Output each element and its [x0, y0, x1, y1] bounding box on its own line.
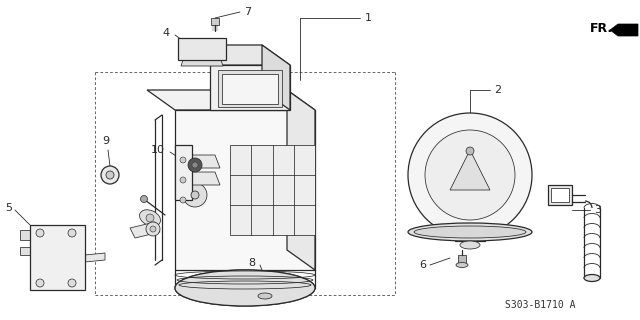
Circle shape	[183, 183, 207, 207]
Circle shape	[180, 157, 186, 163]
Circle shape	[191, 191, 199, 199]
Ellipse shape	[175, 270, 315, 306]
Polygon shape	[130, 222, 160, 238]
Polygon shape	[20, 247, 30, 255]
Polygon shape	[259, 273, 271, 278]
Circle shape	[36, 279, 44, 287]
Circle shape	[36, 229, 44, 237]
Circle shape	[466, 147, 474, 155]
Circle shape	[101, 166, 119, 184]
Polygon shape	[20, 230, 30, 240]
Polygon shape	[548, 185, 572, 205]
Polygon shape	[211, 18, 219, 25]
Text: 4: 4	[163, 28, 170, 38]
Circle shape	[146, 222, 160, 236]
Circle shape	[150, 226, 156, 232]
Polygon shape	[551, 188, 569, 202]
Ellipse shape	[408, 223, 532, 241]
Text: 2: 2	[494, 85, 501, 95]
Polygon shape	[181, 60, 223, 66]
Ellipse shape	[414, 226, 526, 238]
Text: 1: 1	[365, 13, 372, 23]
Ellipse shape	[175, 270, 315, 306]
Circle shape	[408, 113, 532, 237]
Ellipse shape	[584, 275, 600, 282]
Text: 3: 3	[594, 205, 601, 215]
Ellipse shape	[456, 262, 468, 268]
Polygon shape	[218, 70, 282, 107]
Text: 7: 7	[244, 7, 251, 17]
Text: 10: 10	[151, 145, 165, 155]
Circle shape	[425, 130, 515, 220]
Text: 9: 9	[102, 136, 109, 146]
Polygon shape	[610, 24, 638, 36]
Polygon shape	[260, 285, 270, 293]
Circle shape	[141, 196, 147, 203]
Circle shape	[192, 162, 198, 168]
Ellipse shape	[460, 241, 480, 249]
Circle shape	[68, 279, 76, 287]
Polygon shape	[287, 90, 315, 270]
Circle shape	[180, 177, 186, 183]
Polygon shape	[178, 38, 226, 60]
Polygon shape	[458, 255, 466, 263]
Text: S303-B1710 A: S303-B1710 A	[505, 300, 575, 310]
Polygon shape	[450, 150, 490, 190]
Circle shape	[188, 158, 202, 172]
Polygon shape	[210, 65, 290, 110]
Polygon shape	[185, 155, 220, 168]
Circle shape	[180, 197, 186, 203]
Ellipse shape	[258, 293, 272, 299]
Polygon shape	[262, 45, 290, 110]
Circle shape	[68, 229, 76, 237]
Polygon shape	[230, 145, 315, 235]
Polygon shape	[175, 145, 192, 200]
Text: 5: 5	[5, 203, 12, 213]
Polygon shape	[30, 225, 85, 290]
Circle shape	[146, 214, 154, 222]
Polygon shape	[185, 172, 220, 185]
Polygon shape	[175, 110, 315, 270]
Polygon shape	[147, 90, 315, 110]
Text: 6: 6	[419, 260, 426, 270]
Polygon shape	[85, 253, 105, 262]
Polygon shape	[182, 45, 290, 65]
Polygon shape	[222, 74, 278, 104]
Text: FR.: FR.	[590, 22, 613, 35]
Ellipse shape	[140, 210, 161, 226]
Text: 8: 8	[248, 258, 255, 268]
Circle shape	[106, 171, 114, 179]
